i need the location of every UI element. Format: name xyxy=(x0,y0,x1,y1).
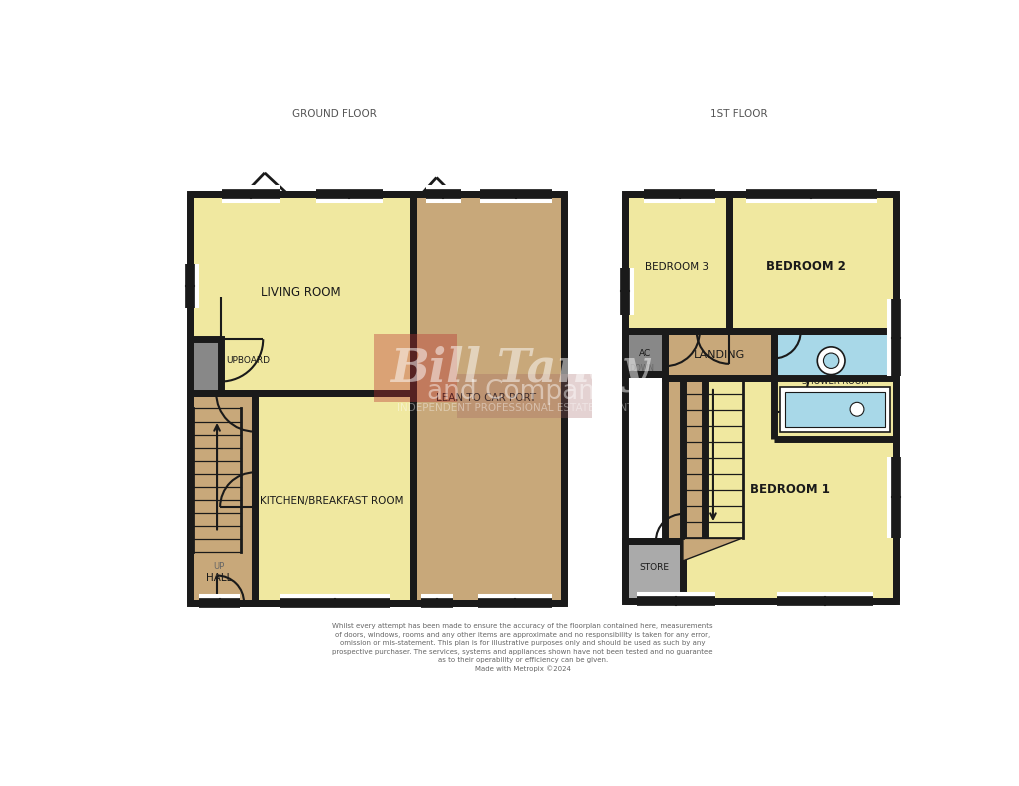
Bar xyxy=(773,332,896,439)
Bar xyxy=(190,194,413,393)
Text: 1ST FLOOR: 1ST FLOOR xyxy=(709,109,766,119)
Bar xyxy=(625,332,664,374)
Text: Whilst every attempt has been made to ensure the accuracy of the floorplan conta: Whilst every attempt has been made to en… xyxy=(332,623,712,630)
Text: LANDING: LANDING xyxy=(693,350,744,359)
Bar xyxy=(457,374,591,418)
Bar xyxy=(729,194,896,332)
Text: omission or mis-statement. This plan is for illustrative purposes only and shoul: omission or mis-statement. This plan is … xyxy=(339,641,705,646)
Text: BEDROOM 1: BEDROOM 1 xyxy=(749,483,828,496)
Bar xyxy=(784,391,884,427)
Circle shape xyxy=(849,402,863,416)
Bar xyxy=(413,194,564,603)
Text: DOWN: DOWN xyxy=(629,364,654,373)
Text: LEAN TO CAR PORT: LEAN TO CAR PORT xyxy=(436,393,536,402)
Text: KITCHEN/BREAKFAST ROOM: KITCHEN/BREAKFAST ROOM xyxy=(260,496,404,506)
Polygon shape xyxy=(683,538,742,561)
Text: HALL: HALL xyxy=(206,573,232,583)
Bar xyxy=(625,194,729,332)
Text: INDEPENDENT PROFESSIONAL ESTATE AGENTS: INDEPENDENT PROFESSIONAL ESTATE AGENTS xyxy=(397,403,640,413)
Text: SHOWER ROOM: SHOWER ROOM xyxy=(801,377,867,386)
Bar xyxy=(683,378,896,601)
Text: and Company: and Company xyxy=(427,379,610,405)
Circle shape xyxy=(816,347,844,375)
Text: BEDROOM 2: BEDROOM 2 xyxy=(765,260,845,274)
Text: GROUND FLOOR: GROUND FLOOR xyxy=(291,109,376,119)
Text: LIVING ROOM: LIVING ROOM xyxy=(261,286,340,299)
Bar xyxy=(780,387,890,432)
Text: Made with Metropix ©2024: Made with Metropix ©2024 xyxy=(475,666,570,672)
Circle shape xyxy=(822,353,838,369)
Text: UPBOARD: UPBOARD xyxy=(225,356,270,365)
Text: BEDROOM 3: BEDROOM 3 xyxy=(644,262,708,272)
Text: Bill Tandy: Bill Tandy xyxy=(389,345,647,391)
Bar xyxy=(255,393,413,603)
Bar xyxy=(190,393,255,603)
Text: of doors, windows, rooms and any other items are approximate and no responsibili: of doors, windows, rooms and any other i… xyxy=(335,632,709,638)
Bar xyxy=(374,334,457,402)
Bar xyxy=(625,541,683,601)
Text: prospective purchaser. The services, systems and appliances shown have not been : prospective purchaser. The services, sys… xyxy=(332,648,712,655)
Text: as to their operability or efficiency can be given.: as to their operability or efficiency ca… xyxy=(437,657,607,663)
Text: AC: AC xyxy=(639,348,651,358)
Text: UP: UP xyxy=(214,562,225,571)
Bar xyxy=(664,332,773,378)
Bar xyxy=(190,340,221,393)
Bar xyxy=(664,378,704,541)
Text: STORE: STORE xyxy=(639,563,668,571)
